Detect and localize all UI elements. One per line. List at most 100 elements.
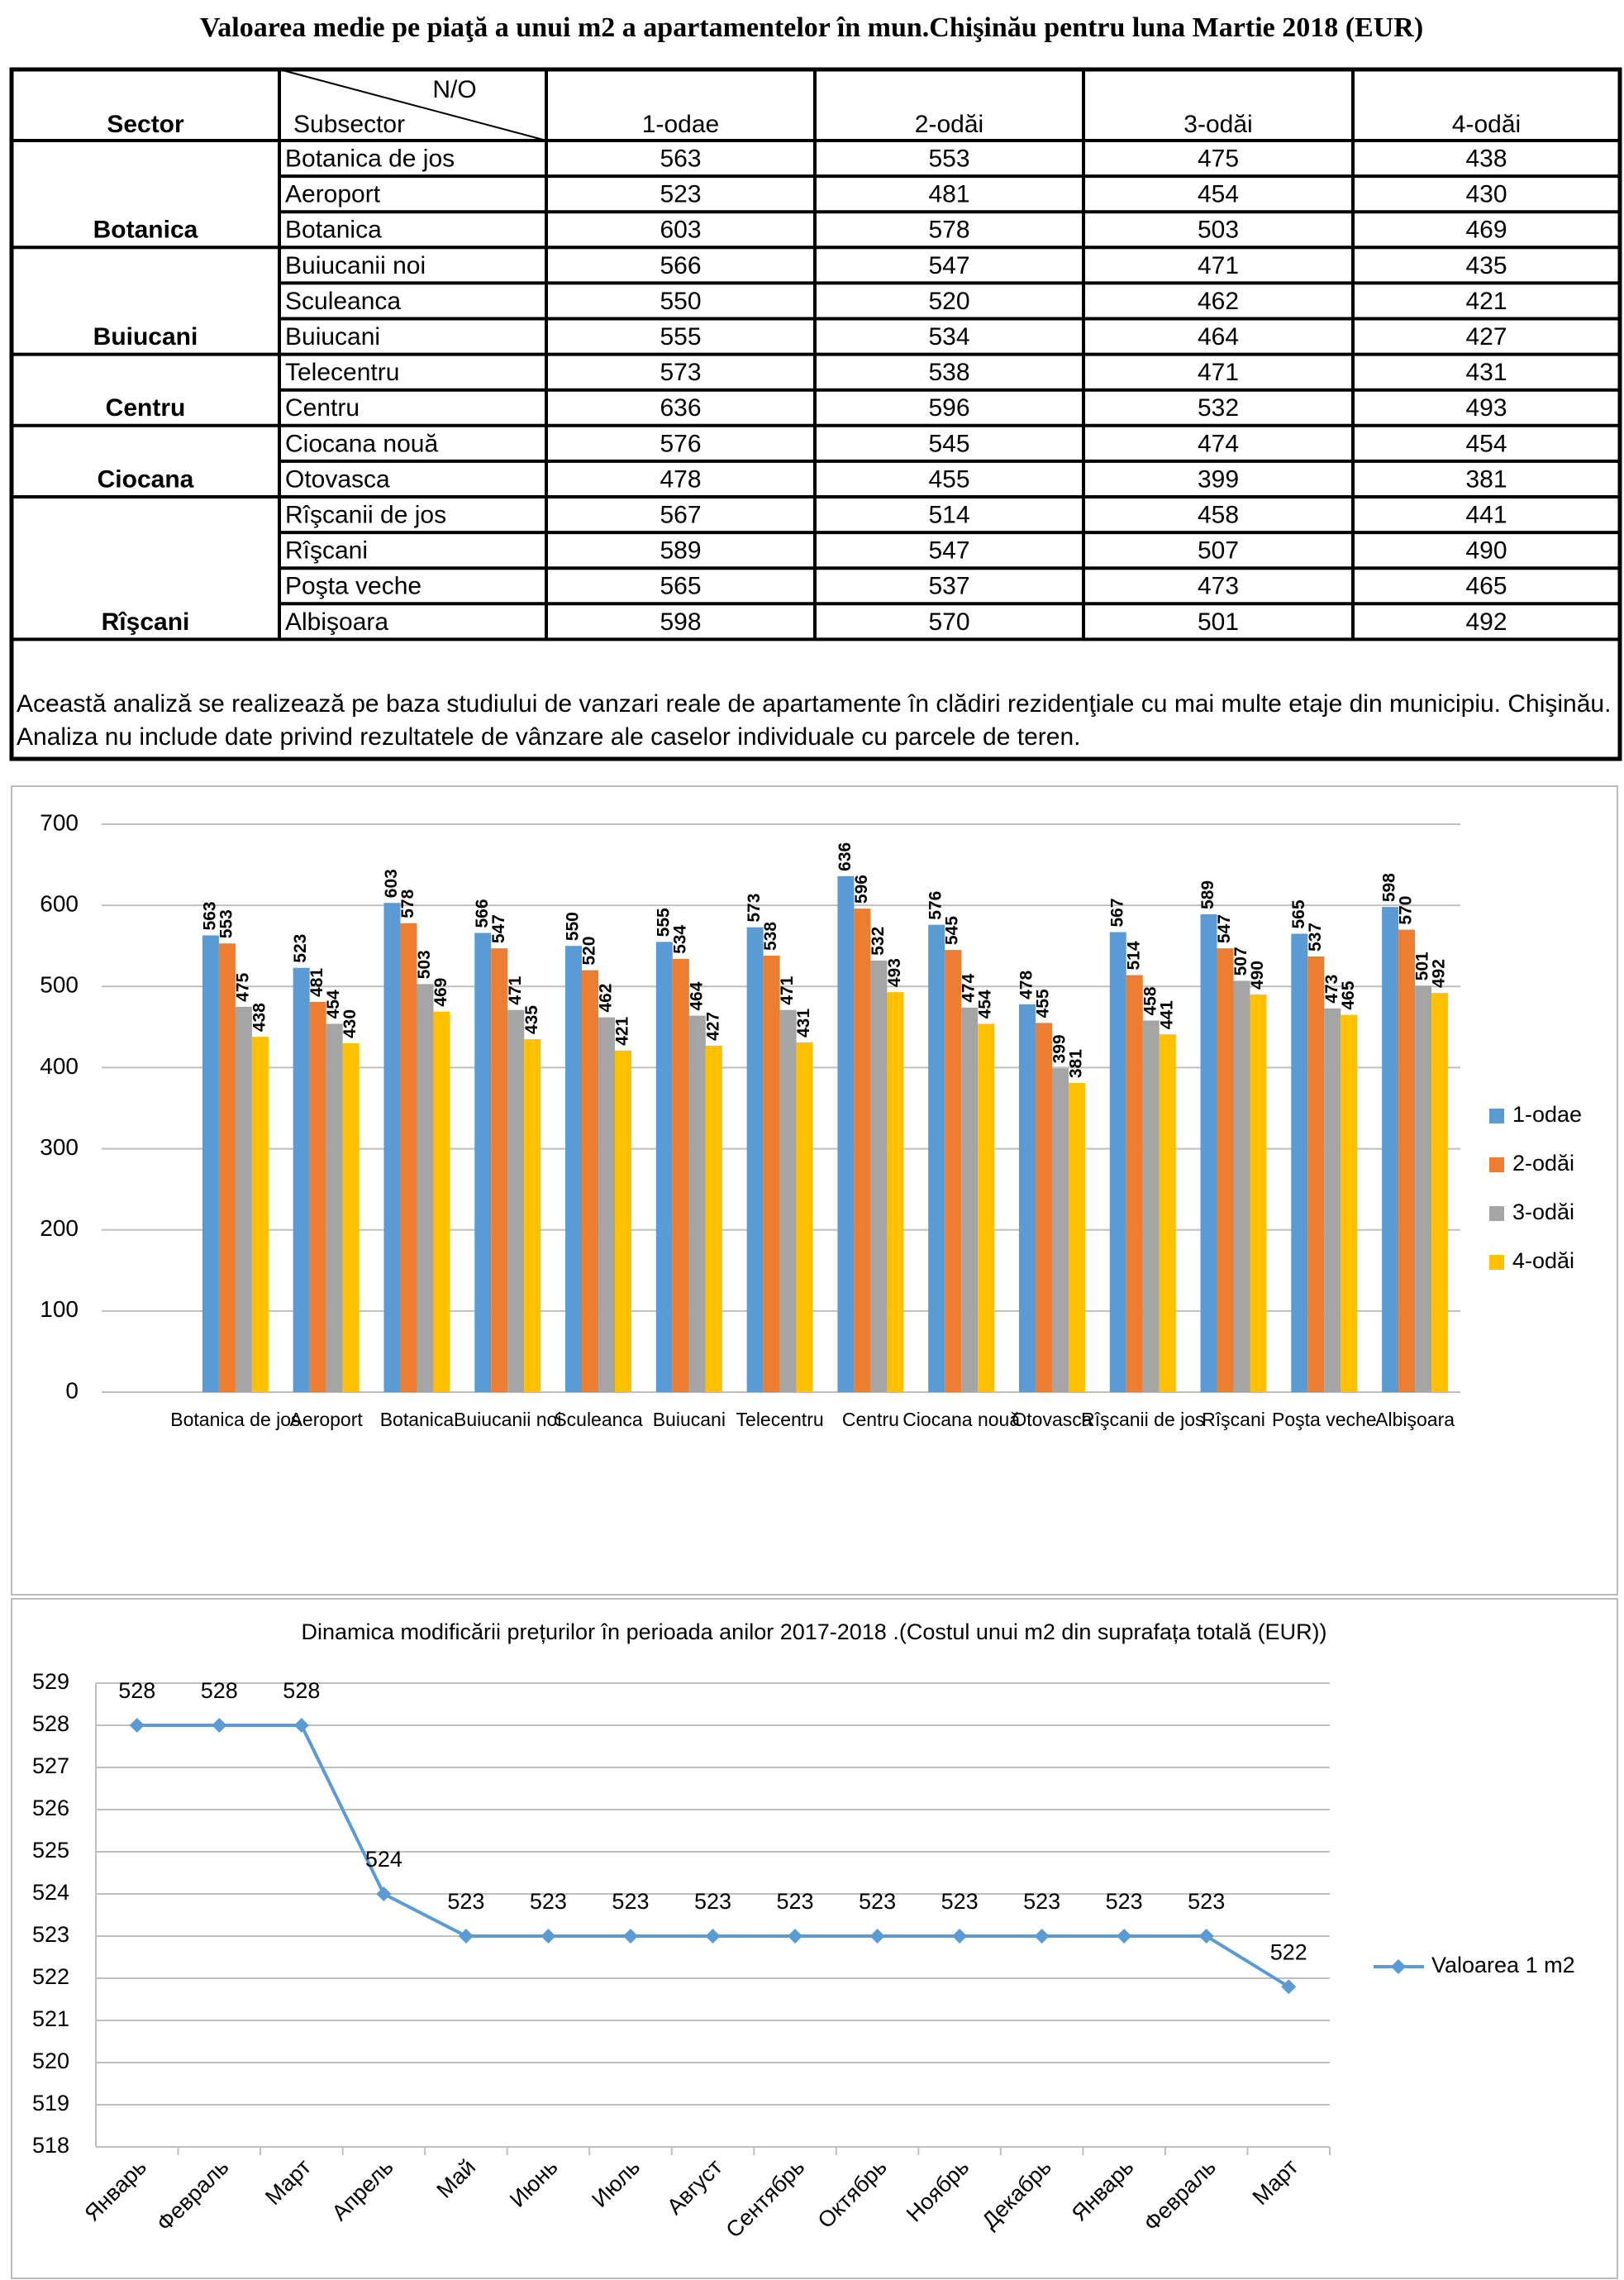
value-cell: 547 xyxy=(928,252,969,279)
bar xyxy=(672,958,689,1392)
sector-cell: Ciocana xyxy=(98,465,194,493)
data-label: 537 xyxy=(1306,923,1325,952)
value-cell: 462 xyxy=(1198,288,1239,315)
bar xyxy=(688,1015,706,1392)
x-tick-label: Centru xyxy=(842,1409,899,1430)
data-label: 454 xyxy=(976,990,995,1018)
data-label: 464 xyxy=(687,981,706,1010)
marker xyxy=(1281,1979,1297,1995)
bar xyxy=(1324,1008,1341,1392)
data-label: 471 xyxy=(778,975,797,1004)
bar xyxy=(1068,1083,1085,1392)
marker xyxy=(541,1929,556,1944)
data-label: 501 xyxy=(1413,952,1432,980)
y-tick-label: 500 xyxy=(40,972,79,998)
data-label: 603 xyxy=(382,869,401,898)
value-cell: 478 xyxy=(660,465,701,493)
sector-cell: Centru xyxy=(106,394,186,422)
data-label: 523 xyxy=(694,1889,731,1914)
marker xyxy=(952,1929,968,1944)
value-cell: 534 xyxy=(928,323,969,351)
value-cell: 603 xyxy=(660,217,701,244)
marker xyxy=(1034,1929,1050,1944)
bar xyxy=(565,946,583,1392)
y-tick-label: 520 xyxy=(32,2049,69,2073)
data-label: 481 xyxy=(307,968,326,997)
bar xyxy=(763,955,780,1392)
value-cell: 576 xyxy=(660,430,701,457)
subsector-cell: Otovasca xyxy=(285,465,390,493)
bar xyxy=(582,970,599,1392)
y-tick-label: 200 xyxy=(40,1215,79,1241)
bar xyxy=(887,992,904,1392)
value-cell: 473 xyxy=(1198,573,1239,600)
x-tick-label: Ноябрь xyxy=(902,2154,974,2226)
y-tick-label: 518 xyxy=(32,2133,69,2158)
bar xyxy=(1217,948,1234,1392)
bar xyxy=(1415,985,1432,1392)
subsector-cell: Rîşcanii de jos xyxy=(285,501,446,528)
data-label: 474 xyxy=(960,973,979,1002)
value-cell: 523 xyxy=(660,181,701,208)
marker xyxy=(1117,1929,1132,1944)
data-label: 438 xyxy=(250,1003,269,1032)
bar xyxy=(1142,1020,1160,1392)
data-label: 435 xyxy=(522,1005,541,1034)
bar xyxy=(1035,1023,1052,1392)
data-label: 573 xyxy=(745,894,764,923)
data-label: 523 xyxy=(1023,1889,1060,1914)
data-label: 528 xyxy=(201,1678,238,1703)
value-cell: 475 xyxy=(1198,145,1239,172)
value-cell: 547 xyxy=(928,537,969,565)
data-label: 567 xyxy=(1107,898,1126,927)
bar xyxy=(293,967,310,1392)
value-cell: 471 xyxy=(1198,252,1239,279)
value-cell: 465 xyxy=(1465,573,1507,600)
x-tick-label: Январь xyxy=(1067,2154,1139,2226)
bar xyxy=(326,1023,343,1392)
subsector-cell: Rîşcani xyxy=(285,537,368,565)
bar xyxy=(433,1011,450,1392)
data-label: 553 xyxy=(217,909,236,938)
x-tick-label: Сентябрь xyxy=(722,2154,810,2243)
value-cell: 553 xyxy=(928,145,969,172)
data-label: 503 xyxy=(415,950,434,979)
y-tick-label: 528 xyxy=(32,1711,69,1736)
data-label: 431 xyxy=(794,1009,813,1037)
value-cell: 441 xyxy=(1465,501,1507,528)
value-cell: 537 xyxy=(928,573,969,600)
bar xyxy=(796,1042,813,1392)
value-cell: 570 xyxy=(928,608,969,636)
marker xyxy=(376,1886,392,1901)
bar xyxy=(1051,1068,1069,1392)
marker xyxy=(458,1929,474,1944)
value-cell: 538 xyxy=(928,359,969,386)
bar xyxy=(837,875,855,1392)
subsector-cell: Poşta veche xyxy=(285,573,421,600)
data-label: 458 xyxy=(1141,986,1160,1015)
bar xyxy=(779,1009,797,1392)
bar xyxy=(507,1009,525,1392)
bar xyxy=(491,948,508,1392)
x-tick-label: Poşta veche xyxy=(1272,1409,1377,1430)
data-label: 528 xyxy=(283,1678,320,1703)
bar xyxy=(1382,907,1399,1392)
bar xyxy=(854,909,871,1392)
data-label: 455 xyxy=(1034,989,1053,1018)
data-label: 430 xyxy=(341,1009,360,1038)
legend-swatch xyxy=(1489,1255,1504,1270)
value-cell: 427 xyxy=(1465,323,1507,351)
x-tick-label: Август xyxy=(662,2154,727,2220)
x-tick-label: Buiucanii noi xyxy=(454,1409,561,1430)
data-label: 545 xyxy=(943,916,962,945)
x-tick-label: Апрель xyxy=(327,2154,398,2225)
header-cell: 2-odăi xyxy=(915,111,983,138)
bar xyxy=(1431,993,1449,1392)
y-tick-label: 524 xyxy=(32,1880,69,1905)
value-cell: 532 xyxy=(1198,394,1239,422)
data-label: 523 xyxy=(941,1889,979,1914)
legend-marker xyxy=(1391,1959,1406,1974)
x-tick-label: Rîşcani xyxy=(1202,1409,1265,1430)
value-cell: 471 xyxy=(1198,359,1239,386)
legend-label: Valoarea 1 m2 xyxy=(1431,1953,1575,1977)
